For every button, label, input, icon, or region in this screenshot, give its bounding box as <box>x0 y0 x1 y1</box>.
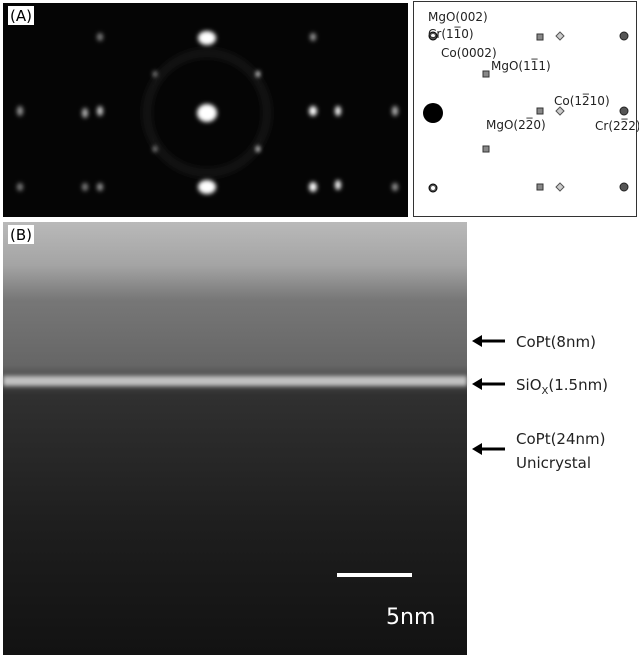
layer-label: CoPt(8nm) <box>516 333 596 351</box>
spot-label: Cr(11̅0) <box>428 26 474 41</box>
spot-label: Co(0002) <box>441 46 497 60</box>
layer-label-text: SiO <box>516 376 542 394</box>
spot-label: MgO(22̅0) <box>486 117 546 132</box>
layer-label: Unicrystal <box>516 454 591 472</box>
figure: (A) MgO(002) Cr(11̅0) Co(0002) MgO(11̅1)… <box>0 0 639 656</box>
tem-image: (B) 5nm <box>3 222 467 655</box>
spot-label: MgO(002) <box>428 10 488 24</box>
layer-label-suffix: (1.5nm) <box>548 376 608 394</box>
spot-label: Cr(22̅2) <box>595 118 639 133</box>
scale-label: 5nm <box>386 605 435 630</box>
diffraction-pattern: (A) <box>3 3 408 217</box>
annotations <box>472 335 505 455</box>
spot-label: Co(12̅10) <box>554 93 610 108</box>
layer-label: CoPt(24nm) <box>516 430 606 448</box>
spot-label: MgO(11̅1) <box>491 58 551 73</box>
panel-label: (A) <box>10 7 32 25</box>
layer-label: SiOX(1.5nm) <box>516 376 608 397</box>
panel-label: (B) <box>10 226 32 244</box>
schematic: MgO(002) Cr(11̅0) Co(0002) MgO(11̅1) Co(… <box>414 2 639 217</box>
